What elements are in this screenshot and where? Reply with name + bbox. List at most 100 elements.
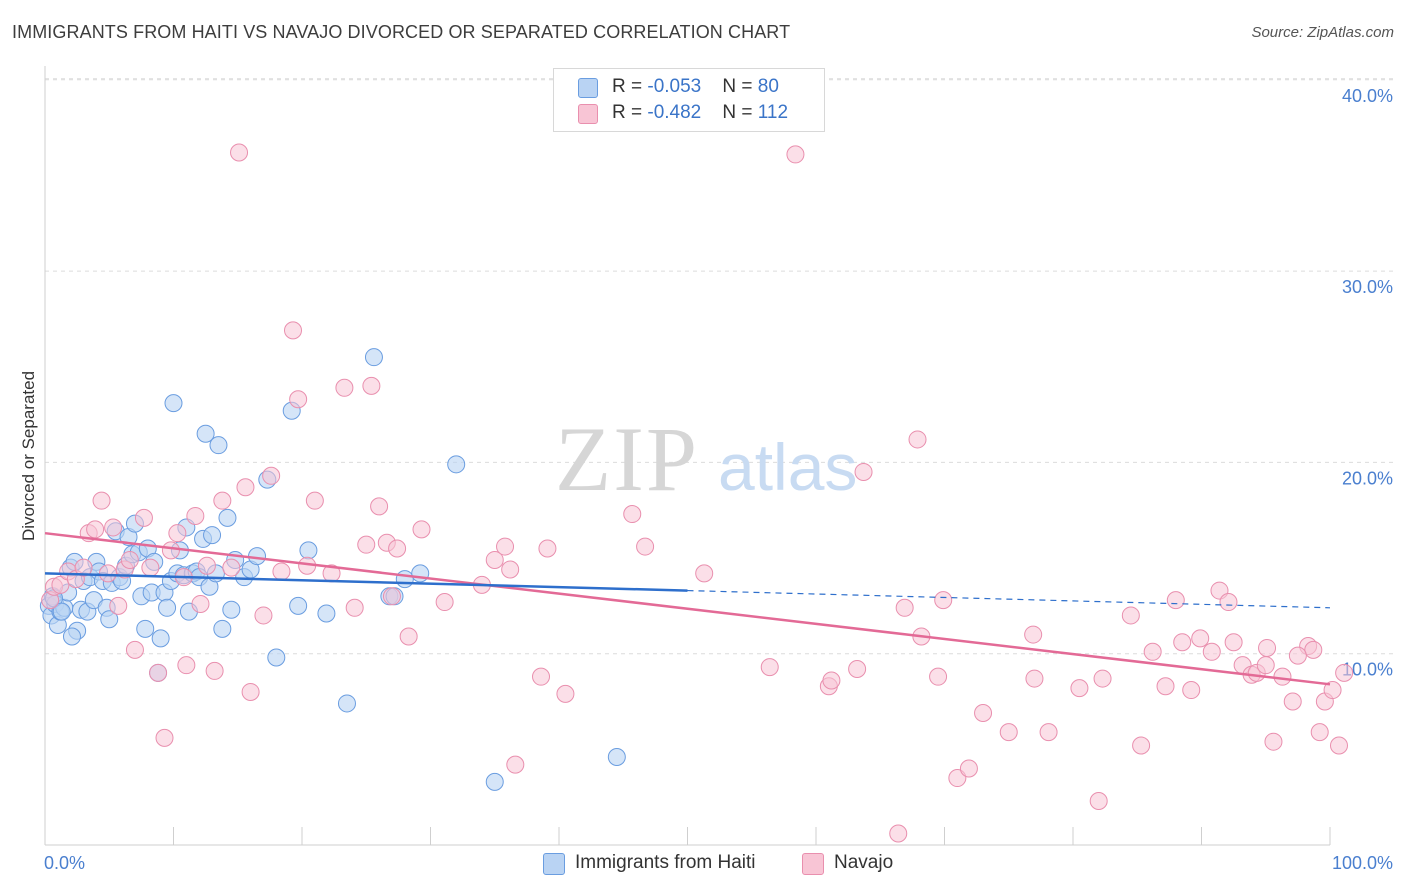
legend-r-label-haiti: R = <box>612 76 648 97</box>
haiti-point <box>136 619 155 638</box>
trend-lines <box>44 531 1331 686</box>
navajo-point <box>1093 669 1112 688</box>
legend-r-value-navajo: -0.482 <box>647 102 702 123</box>
haiti-point <box>158 598 177 617</box>
navajo-point <box>1323 681 1342 700</box>
navajo-point <box>435 593 454 612</box>
haiti-point <box>164 394 183 413</box>
navajo-point <box>1132 736 1151 755</box>
navajo-point <box>335 378 354 397</box>
navajo-point <box>895 598 914 617</box>
navajo-point <box>236 478 255 497</box>
legend-n-label-navajo: N = <box>722 102 758 123</box>
haiti-point <box>248 547 267 566</box>
navajo-point <box>213 491 232 510</box>
navajo-point <box>125 640 144 659</box>
navajo-point <box>272 562 291 581</box>
navajo-point <box>284 321 303 340</box>
watermark: ZIP atlas <box>555 408 857 510</box>
navajo-point <box>506 755 525 774</box>
navajo-point <box>1304 640 1323 659</box>
haiti-point <box>289 596 308 615</box>
haiti-point <box>364 348 383 367</box>
navajo-point <box>1121 606 1140 625</box>
navajo-point <box>556 684 575 703</box>
navajo-point <box>177 656 196 675</box>
watermark-atlas: atlas <box>718 430 857 504</box>
navajo-point <box>357 535 376 554</box>
navajo-point <box>1202 642 1221 661</box>
navajo-point <box>1310 723 1329 742</box>
haiti-point <box>485 772 504 791</box>
navajo-point <box>948 769 967 788</box>
legend-r-value-haiti: -0.053 <box>647 76 702 97</box>
navajo-point <box>104 518 123 537</box>
navajo-point <box>186 506 205 525</box>
navajo-point <box>230 143 249 162</box>
navajo-point <box>1283 692 1302 711</box>
navajo-point <box>1089 792 1108 811</box>
x-tick-label: 100.0% <box>1332 853 1393 873</box>
navajo-point <box>929 667 948 686</box>
navajo-point <box>1182 681 1201 700</box>
axes <box>44 66 1331 846</box>
navajo-point <box>1329 736 1348 755</box>
navajo-point <box>908 430 927 449</box>
navajo-point <box>822 671 841 690</box>
haiti-point <box>209 436 228 455</box>
haiti-point <box>395 570 414 589</box>
navajo-point <box>532 667 551 686</box>
haiti-point <box>337 694 356 713</box>
haiti-point <box>267 648 286 667</box>
bottom-legend-label-haiti: Immigrants from Haiti <box>575 852 756 873</box>
navajo-point <box>1224 633 1243 652</box>
haiti-trend-extension <box>687 589 1331 609</box>
y-tick-label: 20.0% <box>1342 468 1393 488</box>
legend-swatch-navajo <box>578 104 598 124</box>
y-axis-title: Divorced or Separated <box>19 371 38 541</box>
navajo-point <box>149 663 168 682</box>
navajo-point <box>345 598 364 617</box>
watermark-zip: ZIP <box>555 408 699 510</box>
source-label: Source: ZipAtlas.com <box>1251 24 1394 41</box>
navajo-point <box>889 824 908 843</box>
navajo-point <box>959 759 978 778</box>
haiti-point <box>213 619 232 638</box>
haiti-point <box>196 424 215 443</box>
series-navajo-points <box>41 143 1354 843</box>
navajo-point <box>485 550 504 569</box>
navajo-point <box>1024 625 1043 644</box>
haiti-point <box>100 610 119 629</box>
navajo-point <box>399 627 418 646</box>
correlation-legend: R = -0.053 N = 80 R = -0.482 N = 112 <box>553 68 825 132</box>
navajo-point <box>109 596 128 615</box>
navajo-point <box>289 390 308 409</box>
navajo-point <box>197 556 216 575</box>
bottom-legend-swatch-navajo <box>802 853 824 875</box>
navajo-point <box>1219 593 1238 612</box>
navajo-point <box>1166 591 1185 610</box>
navajo-point <box>362 376 381 395</box>
navajo-point <box>241 682 260 701</box>
navajo-point <box>86 520 105 539</box>
navajo-point <box>1258 638 1277 657</box>
navajo-point <box>636 537 655 556</box>
navajo-point <box>1143 642 1162 661</box>
navajo-point <box>305 491 324 510</box>
navajo-point <box>74 558 93 577</box>
navajo-point <box>1025 669 1044 688</box>
x-tick-label: 0.0% <box>44 853 85 873</box>
haiti-point <box>317 604 336 623</box>
navajo-point <box>141 558 160 577</box>
haiti-point <box>447 455 466 474</box>
navajo-point <box>222 558 241 577</box>
y-tick-label: 30.0% <box>1342 277 1393 297</box>
haiti-trend-line <box>44 572 688 592</box>
navajo-point <box>501 560 520 579</box>
navajo-point <box>168 524 187 543</box>
haiti-point <box>411 564 430 583</box>
navajo-point <box>974 704 993 723</box>
navajo-point <box>191 594 210 613</box>
navajo-point <box>496 537 515 556</box>
